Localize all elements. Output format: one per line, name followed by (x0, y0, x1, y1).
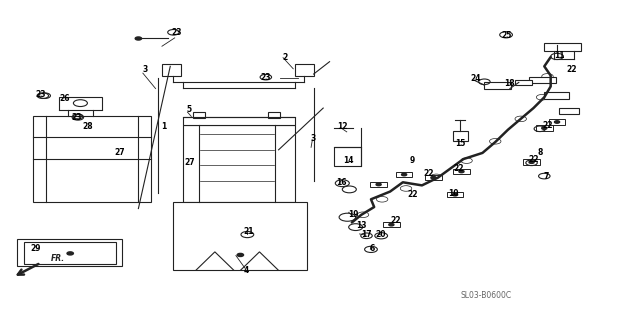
Text: 25: 25 (501, 31, 511, 40)
Text: 3: 3 (311, 134, 316, 144)
Text: 10: 10 (449, 189, 459, 197)
Bar (383, 222, 399, 227)
Text: 22: 22 (566, 65, 577, 74)
Bar (484, 82, 511, 89)
Text: 23: 23 (172, 28, 182, 37)
Bar (453, 169, 470, 174)
Text: 29: 29 (30, 244, 40, 253)
Bar (515, 80, 532, 85)
Circle shape (541, 127, 547, 129)
Text: 6: 6 (370, 244, 375, 253)
Text: 18: 18 (504, 79, 515, 88)
Text: 17: 17 (361, 230, 372, 239)
Bar (524, 159, 540, 165)
Text: 26: 26 (60, 94, 70, 103)
Bar (294, 65, 314, 76)
Text: 7: 7 (543, 172, 549, 181)
Bar (371, 182, 387, 187)
Text: 11: 11 (554, 51, 564, 60)
Bar (334, 147, 361, 166)
Text: 2: 2 (282, 52, 287, 61)
Text: 19: 19 (349, 210, 359, 219)
Text: 13: 13 (356, 221, 367, 230)
Text: 27: 27 (184, 158, 195, 167)
Circle shape (135, 37, 141, 40)
Bar (452, 131, 468, 141)
Bar (193, 112, 205, 118)
Circle shape (459, 170, 464, 173)
Text: 22: 22 (528, 154, 539, 163)
Circle shape (389, 223, 394, 226)
Text: 14: 14 (344, 156, 354, 165)
Text: 22: 22 (454, 164, 464, 173)
Bar (33, 116, 151, 202)
Text: 23: 23 (36, 90, 46, 99)
Text: 15: 15 (455, 139, 465, 148)
Text: 22: 22 (407, 190, 418, 199)
Bar (268, 112, 280, 118)
Circle shape (529, 161, 534, 163)
Text: 3: 3 (142, 65, 147, 74)
Text: 20: 20 (375, 230, 386, 239)
Text: 24: 24 (471, 74, 481, 83)
Bar (425, 175, 442, 180)
Bar (162, 65, 181, 76)
Text: 9: 9 (410, 156, 415, 165)
Text: 28: 28 (82, 122, 93, 131)
Circle shape (431, 176, 436, 179)
Bar (183, 117, 294, 125)
Text: 23: 23 (260, 73, 271, 82)
Bar (396, 172, 412, 177)
Text: SL03-B0600C: SL03-B0600C (460, 291, 511, 300)
Circle shape (554, 121, 559, 123)
Text: 21: 21 (243, 227, 254, 236)
Bar (183, 125, 294, 202)
Circle shape (452, 193, 458, 196)
Bar (24, 242, 116, 264)
Text: 22: 22 (390, 217, 401, 226)
Bar (17, 240, 122, 266)
Text: 5: 5 (187, 105, 192, 114)
Text: 23: 23 (71, 113, 82, 122)
Bar (529, 76, 556, 83)
Text: 4: 4 (244, 266, 250, 275)
Text: 8: 8 (537, 149, 543, 158)
Text: 12: 12 (337, 122, 348, 131)
Bar (544, 43, 581, 51)
Bar (559, 108, 579, 114)
Circle shape (376, 183, 381, 186)
Text: FR.: FR. (51, 254, 65, 262)
Bar (548, 119, 565, 125)
Circle shape (67, 252, 74, 255)
Bar (544, 92, 568, 99)
Circle shape (237, 253, 244, 256)
Text: 27: 27 (114, 149, 125, 158)
Text: 22: 22 (542, 120, 553, 129)
Bar (447, 192, 463, 197)
Text: 16: 16 (336, 178, 346, 187)
Text: 1: 1 (161, 122, 166, 131)
Circle shape (401, 173, 406, 176)
Text: 22: 22 (423, 168, 433, 178)
Bar (173, 202, 307, 271)
Bar (536, 125, 552, 131)
